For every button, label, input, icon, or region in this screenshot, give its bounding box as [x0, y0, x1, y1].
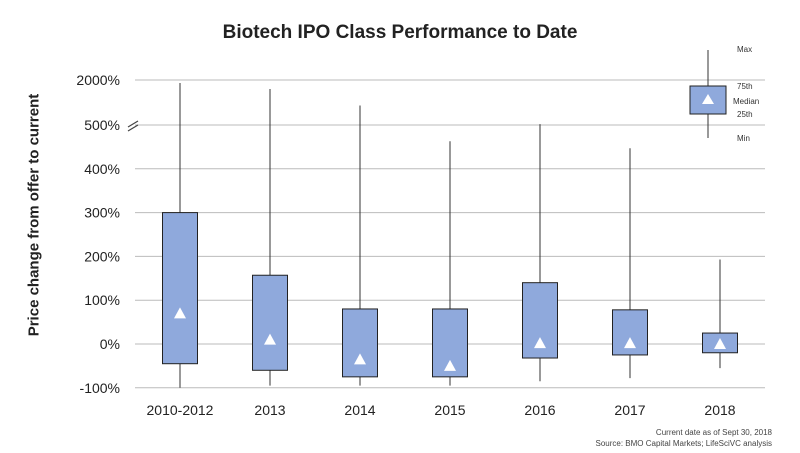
legend-q3-label: 75th [737, 82, 753, 91]
legend-q1-label: 25th [737, 110, 753, 119]
median-marker [624, 337, 636, 349]
y-tick-label: 500% [84, 117, 120, 133]
median-marker [714, 338, 726, 349]
x-tick-label: 2017 [614, 402, 645, 418]
legend-max-label: Max [737, 45, 753, 54]
y-tick-label: 300% [84, 205, 120, 221]
median-marker [264, 333, 276, 345]
x-tick-label: 2014 [344, 402, 375, 418]
median-marker [534, 337, 546, 349]
median-marker [354, 353, 366, 365]
box [162, 212, 198, 365]
note-source: Source: BMO Capital Markets; LifeSciVC a… [595, 439, 772, 448]
x-tick-label: 2013 [254, 402, 285, 418]
axis-break-mark [127, 124, 139, 132]
note-current-date: Current date as of Sept 30, 2018 [655, 428, 772, 437]
median-marker [174, 307, 186, 319]
axis-break-mark [127, 120, 139, 128]
y-tick-label: 0% [100, 336, 120, 352]
y-tick-label: 200% [84, 248, 120, 264]
x-tick-label: 2010-2012 [147, 402, 214, 418]
y-tick-label: 100% [84, 292, 120, 308]
chart-title: Biotech IPO Class Performance to Date [222, 22, 578, 43]
y-tick-label: 2000% [76, 72, 120, 88]
box [342, 308, 378, 378]
x-tick-label: 2018 [704, 402, 735, 418]
y-tick-label: -100% [80, 380, 120, 396]
x-tick-label: 2015 [434, 402, 465, 418]
median-marker [444, 359, 456, 371]
legend-min-label: Min [737, 134, 750, 143]
box [252, 274, 288, 371]
y-tick-label: 400% [84, 161, 120, 177]
box [612, 309, 648, 356]
legend-median-marker [702, 94, 714, 104]
legend-median-label: Median [733, 97, 760, 106]
x-tick-label: 2016 [524, 402, 555, 418]
